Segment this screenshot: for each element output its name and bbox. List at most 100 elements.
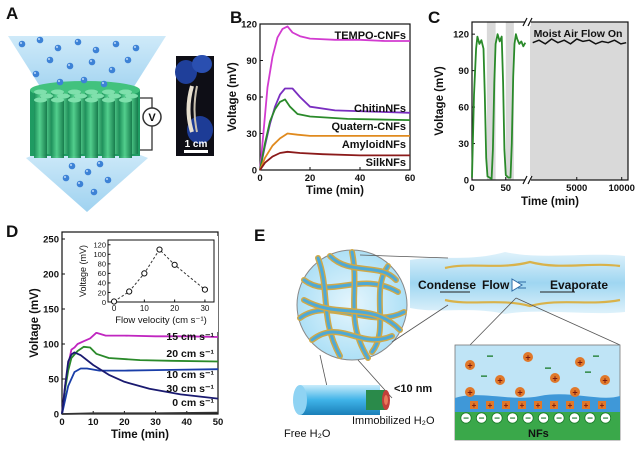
chart-c-xtick-label: 10000 [608,183,634,194]
water-droplet-highlight [89,59,93,63]
chart-b-ytick-label: 0 [252,166,257,177]
bound-cation-icon [534,401,542,409]
water-stream-top [8,36,166,96]
bound-cation-sign: + [504,401,509,410]
water-droplet [88,58,96,66]
chart-b-ytick-label: 120 [241,20,257,31]
cation-icon [465,360,475,370]
chart-d-inset-ytick-label: 20 [98,288,106,297]
cation-icon [465,387,475,397]
cation-icon [570,387,580,397]
water-droplet-highlight [67,63,71,67]
chart-d-ytick-label: 250 [43,235,59,246]
water-droplet [74,38,82,46]
chart-c-xlabel: Time (min) [521,196,579,208]
nanofiber-bottom [444,298,621,308]
chart-d-xlabel: Time (min) [111,429,169,441]
water-droplets [18,36,140,196]
membrane-channel-top [108,93,121,99]
panel-letter-a: A [6,4,19,23]
chart-d-inset-xtick-label: 10 [140,304,149,313]
panel-letter-b: B [230,8,243,27]
chart-c-frame [471,21,629,181]
chart-b-ytick-label: 90 [246,56,257,67]
bound-cation-sign: + [600,401,605,410]
cation-sign: + [517,388,522,398]
chart-d-inset-ylabel: Voltage (mV) [78,245,88,297]
cation-icon [515,387,525,397]
nanofiber-strand [310,330,394,342]
water-droplet-highlight [77,181,81,185]
chart-b-series-label: AmyloidNFs [342,139,406,151]
bound-cation-sign: + [520,401,525,410]
water-droplet [96,160,104,168]
water-droplet [108,66,116,74]
chart-d-series-label: 0 cm s⁻¹ [172,397,214,409]
chart-c-ytick-label: 0 [464,176,469,187]
surface-charge-icon [491,412,503,424]
cation-icon [600,375,610,385]
chart-c-ytick-label: 120 [453,30,469,41]
membrane-channel [51,100,64,158]
water-droplet [132,44,140,52]
chart-b-series-line [259,150,410,171]
water-droplet-highlight [55,45,59,49]
chart-d-inset-frame [107,239,215,303]
chart-c-ytick-label: 60 [458,103,469,114]
chart-d-series-line [61,367,219,415]
water-droplet [46,56,54,64]
chart-d-series-line [61,351,219,415]
voltmeter-symbol: V [148,112,156,124]
chart-d-inset-point [110,298,118,305]
scale-bar-label: 1 cm [185,139,208,150]
chart-d-series-label: 30 cm s⁻¹ [166,383,214,395]
pore-size-label: <10 nm [394,383,433,395]
membrane-channel [119,100,132,158]
surface-charge-sign: − [587,414,593,425]
bound-cation-icon [518,401,526,409]
evaporate-label: Evaporate [550,278,609,292]
chart-d-ytick-label: 150 [43,305,59,316]
water-droplet-highlight [133,45,137,49]
chart-d-inset-xtick-label: 0 [112,304,117,313]
chart-c-line-segment-1 [471,33,527,180]
chart-b-series-line [259,25,410,171]
membrane-block [30,81,140,158]
chart-d-inset-point [141,270,148,277]
water-droplet-highlight [81,77,85,81]
membrane-channel-top [34,89,47,95]
water-droplet-highlight [101,81,105,85]
bound-cation-sign: + [536,401,541,410]
bound-cation-sign: + [472,401,477,410]
water-droplet-highlight [75,39,79,43]
bound-cation-icon [598,401,606,409]
chart-c-break-mark [527,175,533,185]
water-droplet [84,168,92,176]
nanofiber-network [297,249,407,361]
surface-charge-sign: − [556,414,562,425]
chart-d-xtick-label: 0 [59,417,64,428]
membrane-channel-top [85,89,98,95]
cation-icon [495,375,505,385]
bound-cation-icon [486,401,494,409]
bound-cation-icon [566,401,574,409]
bound-cation-sign: + [568,401,573,410]
chart-d-series-label: 15 cm s⁻¹ [166,331,214,343]
surface-charge-icon [568,412,581,424]
chart-b-series-label: Quatern-CNFs [331,121,406,133]
chart-c-shade [505,22,514,180]
membrane-channel-top [125,93,138,99]
scale-bar [184,150,208,153]
chart-d-inset-ytick-label: 120 [93,241,106,250]
bound-cation-icon [470,401,478,409]
membrane-channel [34,100,47,158]
membrane-channel-top [74,93,87,99]
surface-charge-icon [553,412,565,424]
chart-d-xtick-label: 30 [150,417,161,428]
chart-d-series-line [61,411,219,415]
bound-cation-sign: + [552,401,557,410]
surface-charge-icon [475,412,488,424]
membrane-channel-top [34,97,47,103]
water-droplet [66,62,74,70]
